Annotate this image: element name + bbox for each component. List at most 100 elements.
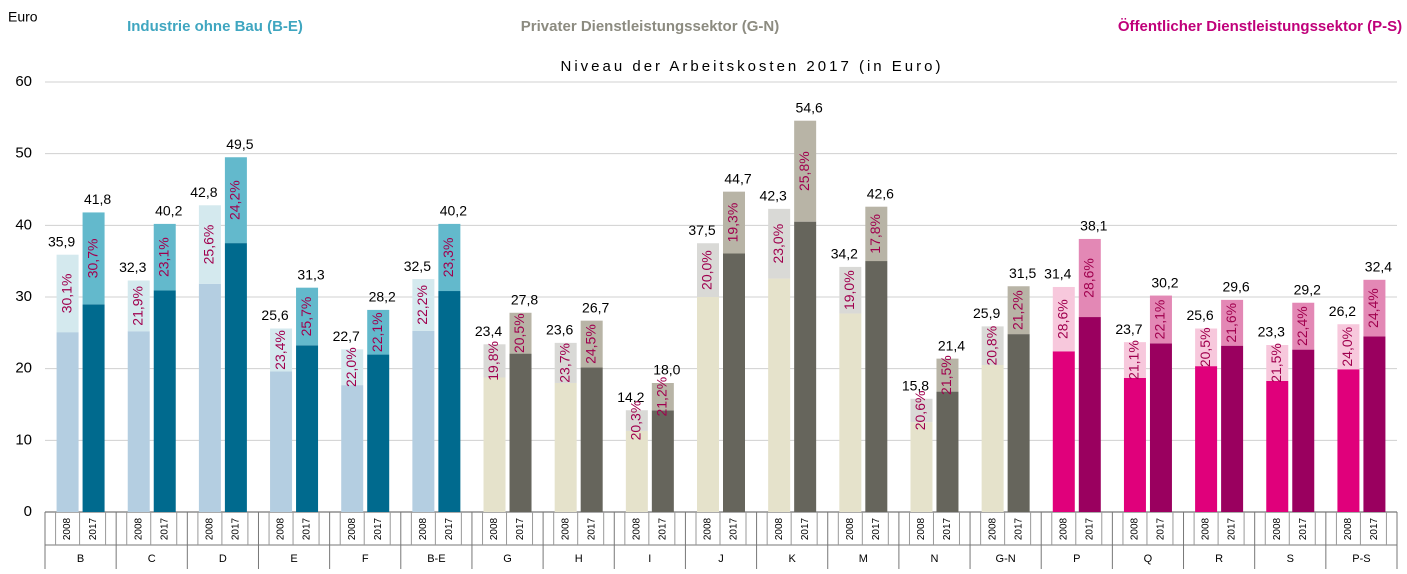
bar-segment [412,279,435,331]
value-label: 25,6 [261,307,288,323]
y-tick-label: 20 [15,360,32,377]
share-label: 21,2% [654,377,670,417]
x-tick-label: I [648,553,651,565]
bar-segment [367,309,390,355]
bar-segment [82,212,105,305]
y-tick-label: 30 [15,288,32,305]
value-label: 26,7 [582,299,609,315]
bar-segment [1195,366,1218,512]
bar-segment [910,398,933,423]
value-label: 21,4 [938,337,965,353]
share-label: 21,6% [1223,303,1239,343]
bar-segment [341,385,364,512]
year-label: 2017 [800,517,811,540]
x-tick-label: M [859,553,868,565]
value-label: 40,2 [155,203,182,219]
year-label: 2008 [205,517,216,540]
value-label: 32,3 [119,259,146,275]
bar-segment [1007,286,1030,335]
share-label: 21,5% [1268,343,1284,383]
bar-segment [153,290,176,512]
share-label: 23,0% [770,224,786,264]
share-label: 23,7% [556,343,572,383]
bar-segment [438,291,461,512]
year-label: 2008 [1058,517,1069,540]
y-axis-label: Euro [8,9,38,25]
value-label: 31,3 [297,266,324,282]
bar-segment [127,331,150,512]
bar-segment [341,349,364,386]
bar-segment [1007,334,1030,512]
share-label: 25,6% [201,225,217,265]
share-label: 20,5% [1197,327,1213,367]
x-tick-label: K [788,553,796,565]
year-label: 2008 [631,517,642,540]
year-label: 2008 [560,517,571,540]
bar-segment [1123,342,1146,378]
bar-segment [367,354,390,512]
x-tick-label: H [575,553,583,565]
year-label: 2008 [489,517,500,540]
value-label: 25,6 [1186,307,1213,323]
bar-segment [224,157,247,244]
bar-segment [56,254,79,333]
y-tick-label: 40 [15,216,32,233]
share-label: 22,0% [343,347,359,387]
bar-segment [768,278,791,512]
value-label: 32,5 [404,258,431,274]
bar-segment [794,120,817,222]
x-tick-label: N [930,553,938,565]
share-label: 30,7% [84,239,100,279]
bar-segment [1266,380,1289,512]
share-label: 23,4% [272,330,288,370]
year-label: 2017 [231,517,242,540]
value-label: 23,7 [1115,321,1142,337]
bar-segment [438,223,461,292]
bar-segment [839,313,862,512]
year-label: 2008 [916,517,927,540]
bar-segment [1221,299,1244,346]
share-label: 20,8% [983,326,999,366]
share-label: 20,5% [511,313,527,353]
share-label: 25,7% [298,297,314,337]
year-label: 2017 [657,517,668,540]
value-label: 27,8 [511,291,538,307]
bar-segment [554,342,577,383]
value-label: 15,8 [902,377,929,393]
value-label: 35,9 [48,233,75,249]
bar-segment [296,345,319,512]
value-label: 28,2 [369,289,396,305]
bar-segment [697,297,719,512]
value-label: 29,2 [1294,281,1321,297]
share-label: 24,0% [1339,327,1355,367]
value-label: 42,3 [760,188,787,204]
share-label: 19,0% [841,270,857,310]
year-label: 2017 [88,517,99,540]
bar-segment [270,328,293,372]
bar-segment [723,191,745,254]
share-label: 30,1% [58,274,74,314]
value-label: 14,2 [617,389,644,405]
y-tick-label: 50 [15,145,32,162]
bar-segment [981,326,1004,365]
year-label: 2008 [133,517,144,540]
x-tick-label: D [219,553,227,565]
year-label: 2017 [515,517,526,540]
x-tick-label: B-E [427,553,445,565]
year-label: 2017 [1227,517,1238,540]
value-label: 31,4 [1044,266,1071,282]
bar-segment [723,253,745,513]
x-tick-label: S [1287,553,1294,565]
year-label: 2017 [942,517,953,540]
share-label: 21,1% [1126,340,1142,380]
value-label: 26,2 [1329,303,1356,319]
value-label: 41,8 [84,191,111,207]
year-label: 2008 [703,517,714,540]
bar-segment [153,223,176,291]
bar-segment [936,391,959,512]
bar-segment [1221,345,1244,512]
share-label: 22,2% [414,285,430,325]
year-label: 2017 [302,517,313,540]
share-label: 23,3% [440,238,456,278]
